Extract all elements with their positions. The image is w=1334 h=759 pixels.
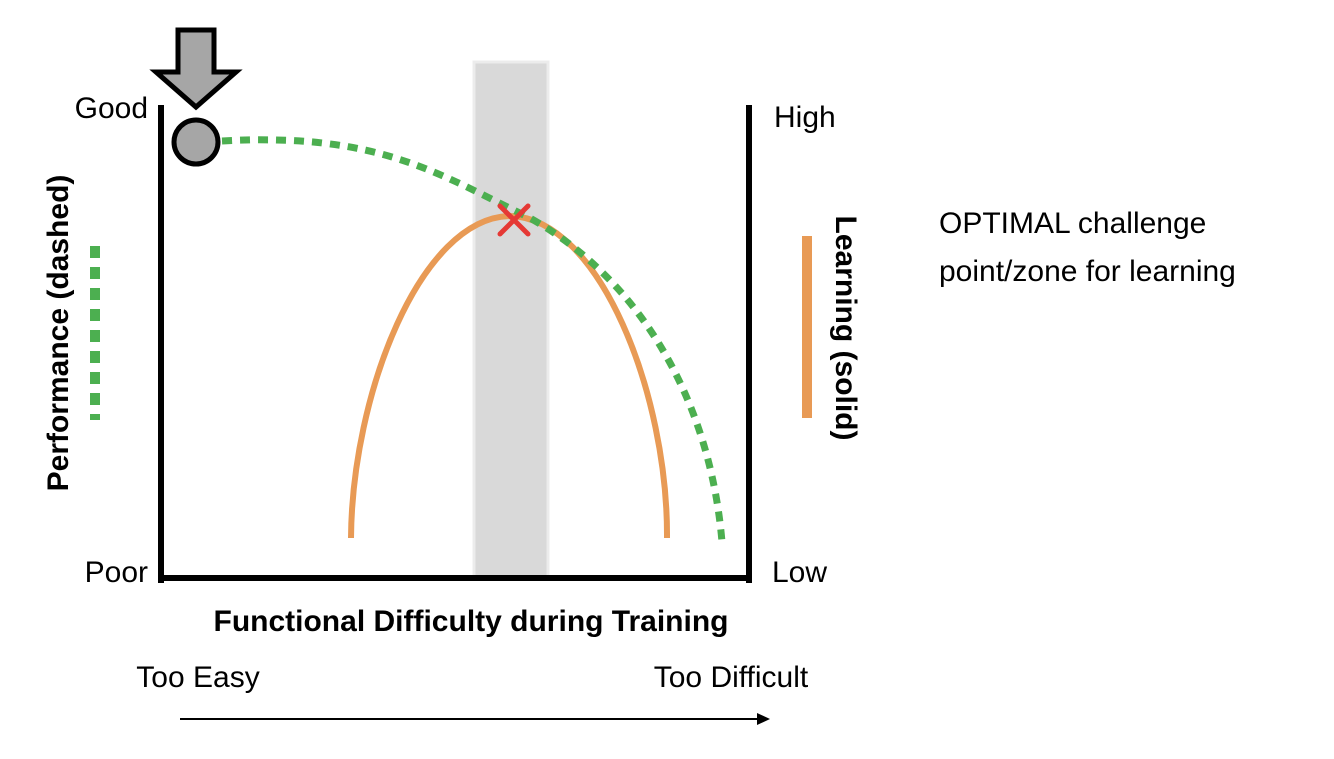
optimal-zone-note-line1: OPTIMAL challenge xyxy=(939,207,1206,240)
performance-axis-title: Performance (dashed) xyxy=(42,175,75,492)
right-axis-top-label: High xyxy=(774,101,836,134)
right-axis-bottom-label: Low xyxy=(772,556,827,589)
down-arrow-icon xyxy=(149,27,243,111)
left-axis-top-label: Good xyxy=(75,92,148,125)
x-axis-title: Functional Difficulty during Training xyxy=(214,605,729,638)
x-axis-right-label: Too Difficult xyxy=(654,661,809,694)
optimal-zone-note-line2: point/zone for learning xyxy=(939,255,1236,288)
learning-axis-title: Learning (solid) xyxy=(829,216,862,441)
x-axis-left-label: Too Easy xyxy=(136,661,259,694)
performance-curve xyxy=(221,136,726,543)
optimal-zone-band xyxy=(472,60,550,580)
start-point-marker xyxy=(171,117,221,167)
optimal-point-marker xyxy=(497,203,531,237)
arrow-right-icon xyxy=(757,713,770,725)
left-axis-bottom-label: Poor xyxy=(85,556,148,589)
